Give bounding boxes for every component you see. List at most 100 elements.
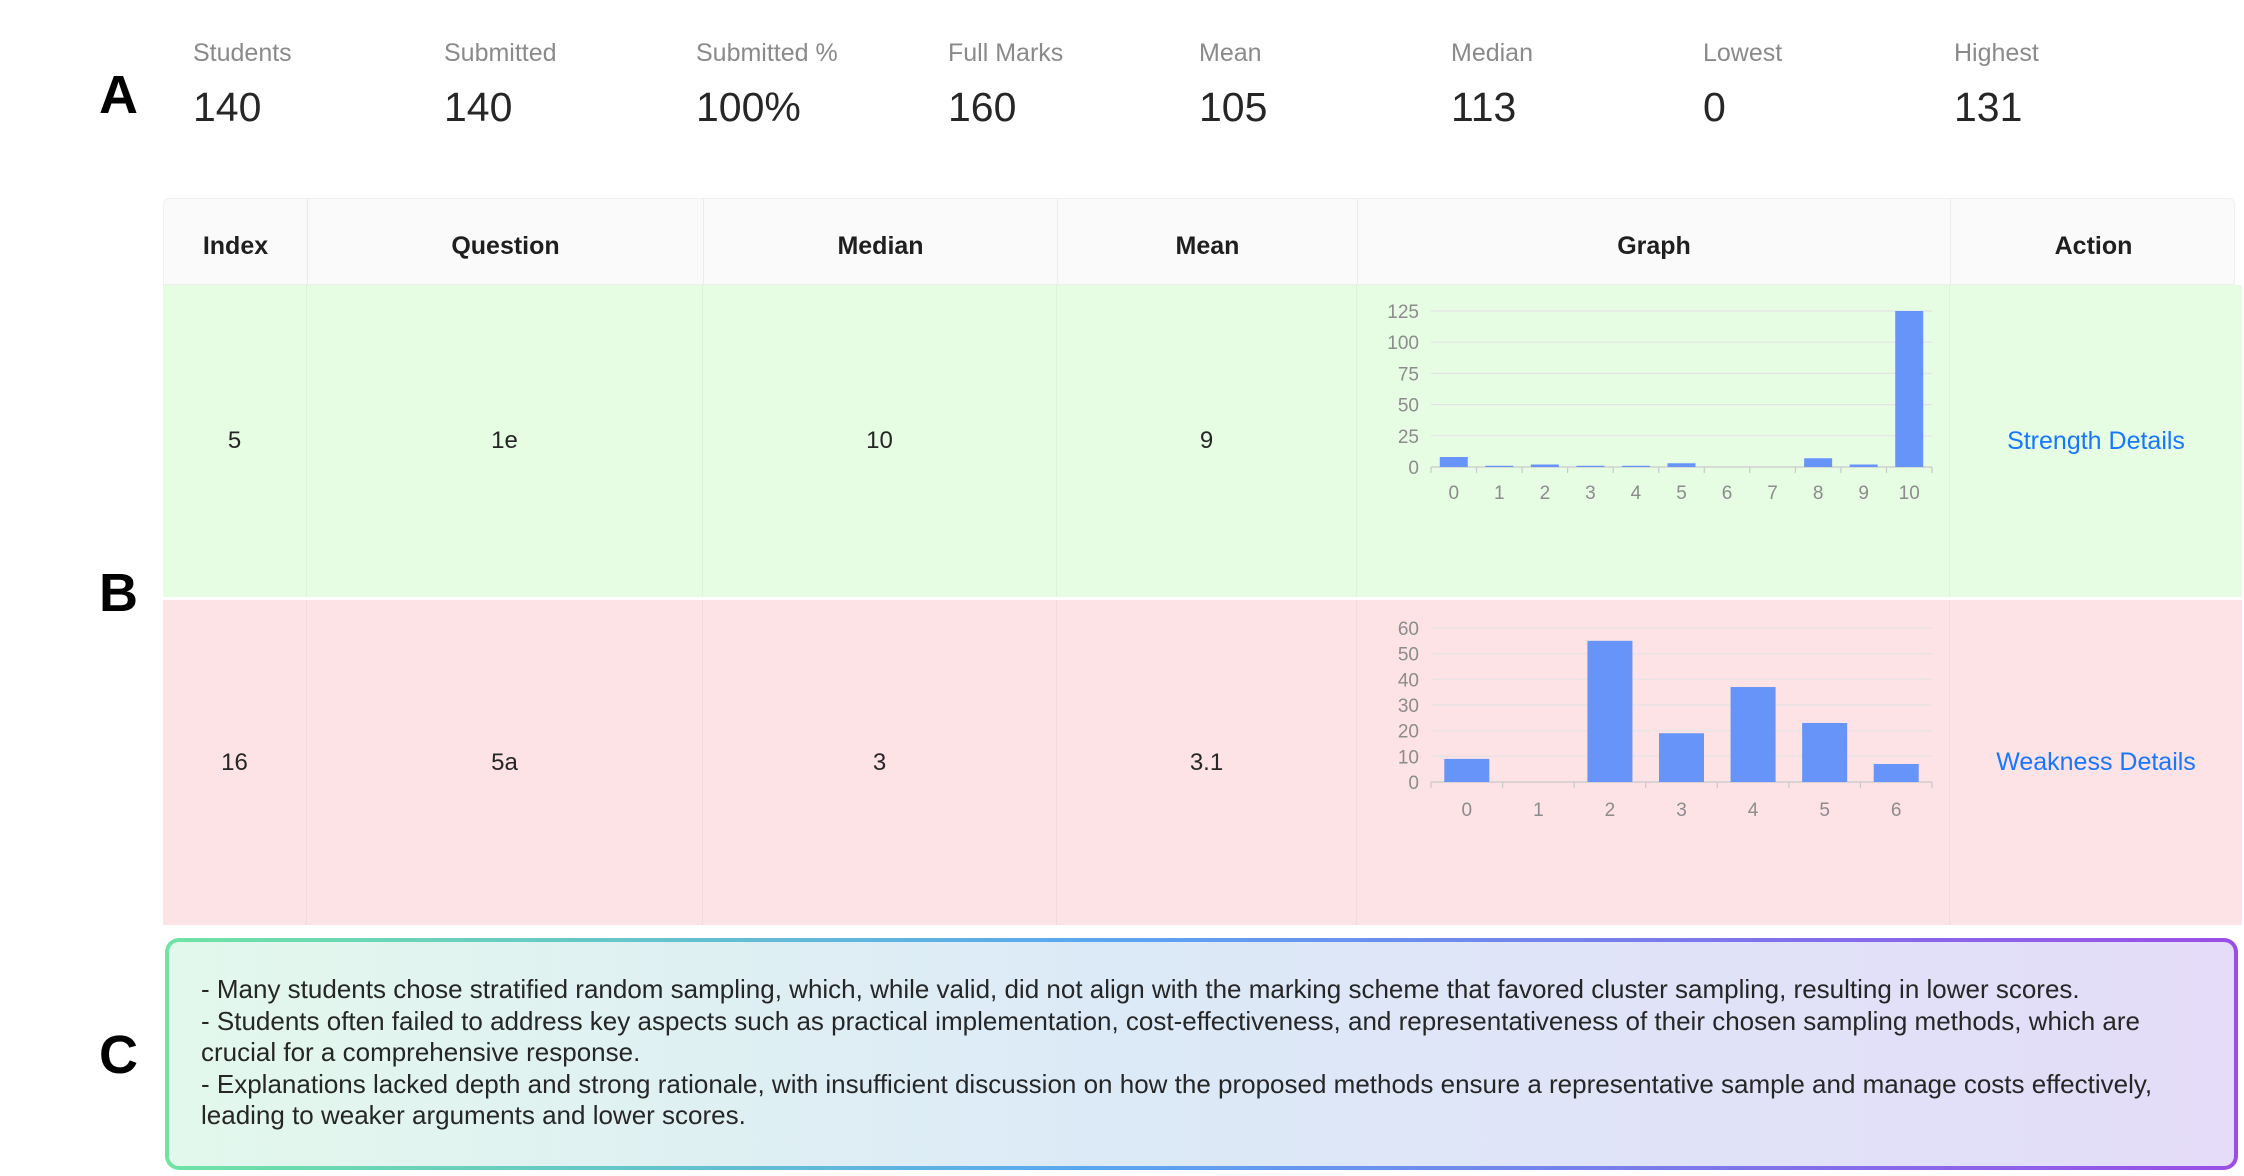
y-tick-label: 30 [1398,696,1419,717]
y-tick-label: 0 [1408,458,1419,479]
bar-9 [1849,464,1878,467]
stat-value: 100% [696,84,801,130]
panel-label-c: C [99,1025,138,1085]
table-header: Index Question Median Mean Graph Action [163,198,2236,286]
stat-value: 131 [1954,84,2023,130]
weakness-details-link[interactable]: Weakness Details [1996,748,2196,776]
bar-5 [1667,463,1696,467]
x-tick-label: 4 [1631,483,1642,504]
cell-index: 5 [227,427,242,454]
stat-value: 160 [948,84,1017,130]
bar-8 [1804,458,1833,467]
summary-stats: Students 140 Submitted 140 Submitted % 1… [193,38,2193,148]
y-tick-label: 100 [1387,333,1419,354]
analysis-summary-box: - Many students chose stratified random … [165,938,2238,1170]
question-table: Index Question Median Mean Graph Action … [163,198,2242,925]
stat-label: Mean [1199,39,1262,67]
bar-4 [1621,465,1650,467]
y-tick-label: 25 [1398,427,1419,448]
stat-students: Students 140 [193,38,433,132]
stat-value: 140 [193,84,262,130]
y-tick-label: 20 [1398,722,1419,743]
x-tick-label: 8 [1813,483,1824,504]
x-tick-label: 5 [1819,800,1830,821]
insight-line: - Many students chose stratified random … [201,974,2080,1004]
x-tick-label: 6 [1891,800,1902,821]
stat-highest: Highest 131 [1954,38,2194,132]
strength-details-link[interactable]: Strength Details [2007,426,2185,455]
y-tick-label: 50 [1398,396,1419,417]
cell-index: 16 [221,748,248,776]
stat-label: Students [193,39,292,67]
cell-median: 10 [702,285,1056,597]
header-index[interactable]: Index [202,232,269,260]
y-tick-label: 50 [1398,645,1419,666]
stat-full-marks: Full Marks 160 [948,38,1188,132]
y-tick-label: 75 [1398,364,1419,385]
stat-median: Median 113 [1451,38,1691,132]
cell-graph: 0 10 20 30 40 50 60 0 1 2 3 4 5 6 [1356,600,1949,925]
bar-3 [1576,465,1605,467]
bar-2 [1530,464,1559,467]
stat-label: Lowest [1703,39,1783,67]
y-tick-label: 60 [1398,619,1419,640]
table-row-strength[interactable]: 5 1e 10 9 0 25 50 75 100 125 0 1 2 3 4 5 6 7 8 9 10 Stre… [163,285,2242,597]
x-tick-label: 9 [1858,483,1869,504]
cell-action: Weakness Details [1949,600,2242,925]
insight-line: - Students often failed to address key a… [201,1005,2140,1068]
cell-mean: 9 [1056,285,1356,597]
y-tick-label: 10 [1398,747,1419,768]
x-tick-label: 1 [1494,483,1505,504]
bar-3 [1659,733,1704,782]
panel-label-a: A [99,65,138,125]
stat-lowest: Lowest 0 [1703,38,1943,132]
stat-submitted-percent: Submitted % 100% [696,38,936,132]
header-graph: Graph [1357,199,1950,286]
insight-line: - Explanations lacked depth and strong r… [201,1068,2153,1131]
stat-mean: Mean 105 [1199,38,1439,132]
header-action: Action [1950,199,2236,286]
header-question[interactable]: Question [307,199,703,286]
score-distribution-chart-strength: 0 25 50 75 100 125 0 1 2 3 4 5 6 7 8 9 10 [1387,302,1933,504]
x-tick-label: 2 [1605,800,1616,821]
bar-1 [1485,465,1514,467]
y-tick-label: 0 [1408,773,1419,794]
stat-value: 0 [1703,84,1726,130]
bar-0 [1444,758,1490,782]
x-tick-label: 3 [1585,483,1596,504]
stat-label: Submitted % [696,39,838,67]
bar-10 [1895,311,1924,467]
y-tick-label: 125 [1387,302,1419,323]
bar-0 [1439,457,1468,467]
x-tick-label: 5 [1676,483,1687,504]
cell-action: Strength Details [1949,285,2242,597]
table-row-weakness[interactable]: 16 5a 3 3.1 0 10 20 30 40 50 60 0 1 2 3 4 5 6 Weaknes… [163,600,2242,925]
panel-label-b: B [99,563,138,623]
x-tick-label: 0 [1448,483,1459,504]
stat-value: 105 [1199,84,1268,130]
x-tick-label: 6 [1722,483,1733,504]
header-mean[interactable]: Mean [1057,199,1357,286]
stat-value: 113 [1451,84,1517,130]
stat-label: Highest [1954,39,2039,67]
stat-value: 140 [444,84,513,130]
x-tick-label: 4 [1748,800,1759,821]
cell-graph: 0 25 50 75 100 125 0 1 2 3 4 5 6 7 8 9 10 [1356,285,1949,597]
x-tick-label: 0 [1461,800,1472,821]
y-tick-label: 40 [1398,670,1419,691]
cell-question: 5a [306,600,702,925]
bar-6 [1873,764,1919,782]
stat-label: Full Marks [948,39,1064,67]
x-tick-label: 2 [1540,483,1551,504]
header-median[interactable]: Median [703,199,1057,286]
x-tick-label: 10 [1899,483,1920,504]
bar-5 [1802,722,1848,782]
x-tick-label: 1 [1533,800,1544,821]
score-distribution-chart-weakness: 0 10 20 30 40 50 60 0 1 2 3 4 5 6 [1398,619,1933,821]
cell-question: 1e [306,285,702,597]
bar-4 [1730,687,1776,782]
cell-mean: 3.1 [1056,600,1356,925]
bar-2 [1587,640,1633,782]
cell-median: 3 [702,600,1056,925]
stat-submitted: Submitted 140 [444,38,684,132]
